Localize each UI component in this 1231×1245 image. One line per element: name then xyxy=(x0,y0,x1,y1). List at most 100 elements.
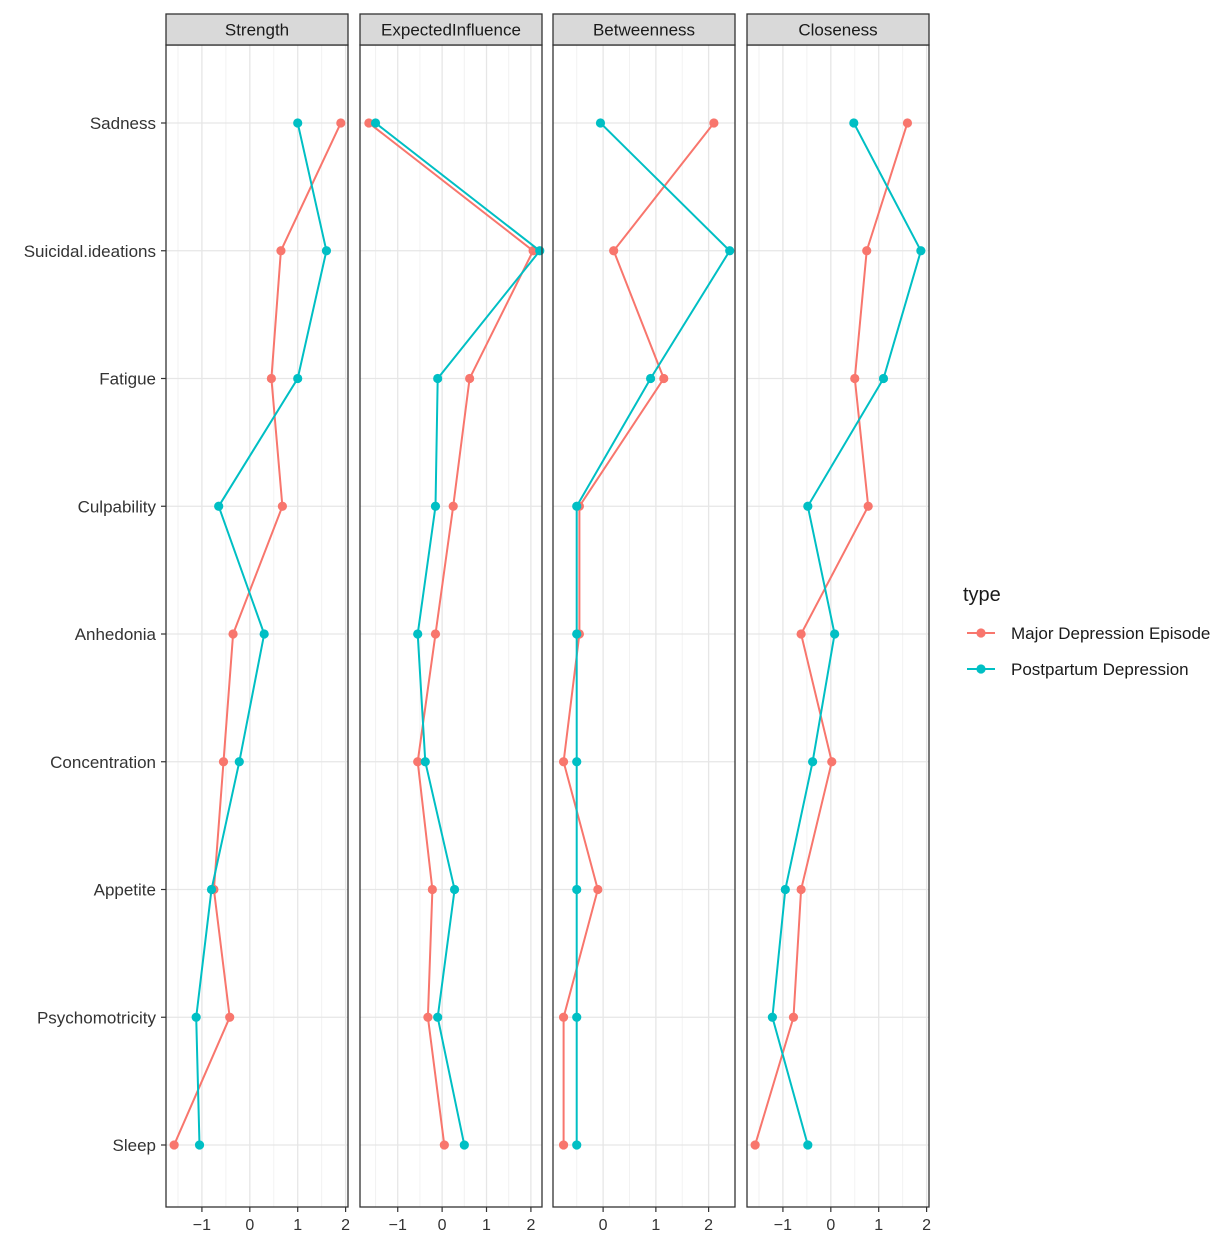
legend: type Major Depression Episode Postpartum … xyxy=(963,584,1210,679)
category-label-culpability: Culpability xyxy=(78,497,157,516)
data-point-major-depression-episode xyxy=(558,1012,569,1022)
facet-strip xyxy=(359,13,543,46)
data-point-postpartum-depression xyxy=(535,246,545,256)
x-tick-label: −1 xyxy=(193,1217,211,1234)
data-point-postpartum-depression xyxy=(808,757,818,767)
data-point-postpartum-depression xyxy=(780,884,790,895)
facet-strip-label: Betweenness xyxy=(593,21,695,40)
data-point-major-depression-episode xyxy=(423,1012,433,1022)
x-tick-label: 1 xyxy=(651,1217,660,1234)
data-point-postpartum-depression xyxy=(572,757,582,767)
data-point-major-depression-episode xyxy=(558,757,569,767)
data-point-postpartum-depression xyxy=(572,501,582,511)
data-point-postpartum-depression xyxy=(191,1012,201,1022)
panel-expectedinfluence: ExpectedInfluence −1 0 1 2 xyxy=(359,13,545,1234)
data-point-major-depression-episode xyxy=(796,884,806,895)
panel-background xyxy=(747,45,929,1207)
data-point-postpartum-depression xyxy=(849,118,859,128)
legend-items: Major Depression Episode Postpartum Depre… xyxy=(967,624,1210,679)
facet-strip-label: Strength xyxy=(225,21,289,40)
data-point-postpartum-depression xyxy=(293,373,303,384)
legend-label: Major Depression Episode xyxy=(1011,624,1210,643)
data-point-postpartum-depression xyxy=(433,1012,443,1022)
panel-strength: Strength −1 0 1 2 xyxy=(165,13,350,1234)
data-point-major-depression-episode xyxy=(336,118,346,128)
data-point-postpartum-depression xyxy=(572,1140,582,1150)
data-point-postpartum-depression xyxy=(803,501,813,511)
data-point-postpartum-depression xyxy=(293,118,303,128)
data-point-major-depression-episode xyxy=(413,757,423,767)
x-tick-label: 2 xyxy=(922,1217,931,1234)
data-point-major-depression-episode xyxy=(364,118,374,128)
x-tick-label: 0 xyxy=(599,1217,608,1234)
legend-item-postpartum-depression: Postpartum Depression xyxy=(967,660,1189,679)
facet-strip xyxy=(552,13,736,46)
data-point-major-depression-episode xyxy=(709,118,719,128)
data-point-major-depression-episode xyxy=(788,1012,799,1022)
facet-strip-label: Closeness xyxy=(798,21,877,40)
data-point-postpartum-depression xyxy=(420,757,430,767)
panel-background xyxy=(166,45,348,1207)
data-point-major-depression-episode xyxy=(850,373,860,384)
facet-strip-label: ExpectedInfluence xyxy=(381,21,521,40)
x-tick-label: 2 xyxy=(704,1217,713,1234)
x-tick-label: 2 xyxy=(526,1217,535,1234)
data-point-postpartum-depression xyxy=(206,884,217,895)
data-point-postpartum-depression xyxy=(572,1012,582,1022)
data-point-major-depression-episode xyxy=(902,118,913,128)
data-point-postpartum-depression xyxy=(645,373,656,384)
x-tick-label: −1 xyxy=(389,1217,407,1234)
data-point-major-depression-episode xyxy=(558,1140,569,1150)
data-point-postpartum-depression xyxy=(595,118,606,128)
data-point-major-depression-episode xyxy=(276,246,286,256)
legend-item-major-depression-episode: Major Depression Episode xyxy=(967,624,1210,643)
legend-title: type xyxy=(963,584,1001,606)
data-point-major-depression-episode xyxy=(659,373,669,384)
category-axis-labels: Sadness Suicidal.ideations Fatigue Culpabil… xyxy=(24,114,166,1155)
category-label-appetite: Appetite xyxy=(94,881,156,900)
data-point-major-depression-episode xyxy=(796,629,806,639)
data-point-major-depression-episode xyxy=(225,1012,235,1022)
category-label-fatigue: Fatigue xyxy=(99,370,156,389)
category-label-concentration: Concentration xyxy=(50,753,156,772)
data-point-major-depression-episode xyxy=(863,501,873,511)
x-tick-label: 1 xyxy=(482,1217,491,1234)
legend-label: Postpartum Depression xyxy=(1011,660,1189,679)
data-point-major-depression-episode xyxy=(609,246,619,256)
data-point-major-depression-episode xyxy=(862,246,872,256)
panel-background xyxy=(360,45,542,1207)
data-point-major-depression-episode xyxy=(439,1140,449,1150)
data-point-postpartum-depression xyxy=(214,501,224,511)
data-point-postpartum-depression xyxy=(767,1012,777,1022)
data-point-postpartum-depression xyxy=(413,629,423,639)
data-point-postpartum-depression xyxy=(878,373,889,384)
panel-background xyxy=(553,45,735,1207)
data-point-major-depression-episode xyxy=(430,629,441,639)
data-point-major-depression-episode xyxy=(427,884,437,895)
data-point-major-depression-episode xyxy=(593,884,603,895)
data-point-postpartum-depression xyxy=(259,629,269,639)
data-point-postpartum-depression xyxy=(370,118,381,128)
data-point-postpartum-depression xyxy=(194,1140,205,1150)
data-point-postpartum-depression xyxy=(321,246,332,256)
data-point-postpartum-depression xyxy=(433,373,443,384)
data-point-major-depression-episode xyxy=(218,757,229,767)
data-point-major-depression-episode xyxy=(827,757,837,767)
facet-strip xyxy=(746,13,930,46)
category-label-sleep: Sleep xyxy=(113,1136,156,1155)
data-point-postpartum-depression xyxy=(449,884,460,895)
data-point-postpartum-depression xyxy=(830,629,840,639)
category-label-psychomotricity: Psychomotricity xyxy=(37,1008,157,1027)
panel-betweenness: Betweenness 0 1 2 xyxy=(552,13,736,1234)
panel-closeness: Closeness −1 0 1 2 xyxy=(746,13,931,1234)
data-point-postpartum-depression xyxy=(572,884,582,895)
data-point-postpartum-depression xyxy=(725,246,735,256)
category-label-sadness: Sadness xyxy=(90,114,156,133)
data-point-major-depression-episode xyxy=(465,373,475,384)
x-tick-label: 0 xyxy=(438,1217,447,1234)
data-point-postpartum-depression xyxy=(916,246,926,256)
x-tick-label: 1 xyxy=(293,1217,302,1234)
x-tick-label: 2 xyxy=(341,1217,350,1234)
